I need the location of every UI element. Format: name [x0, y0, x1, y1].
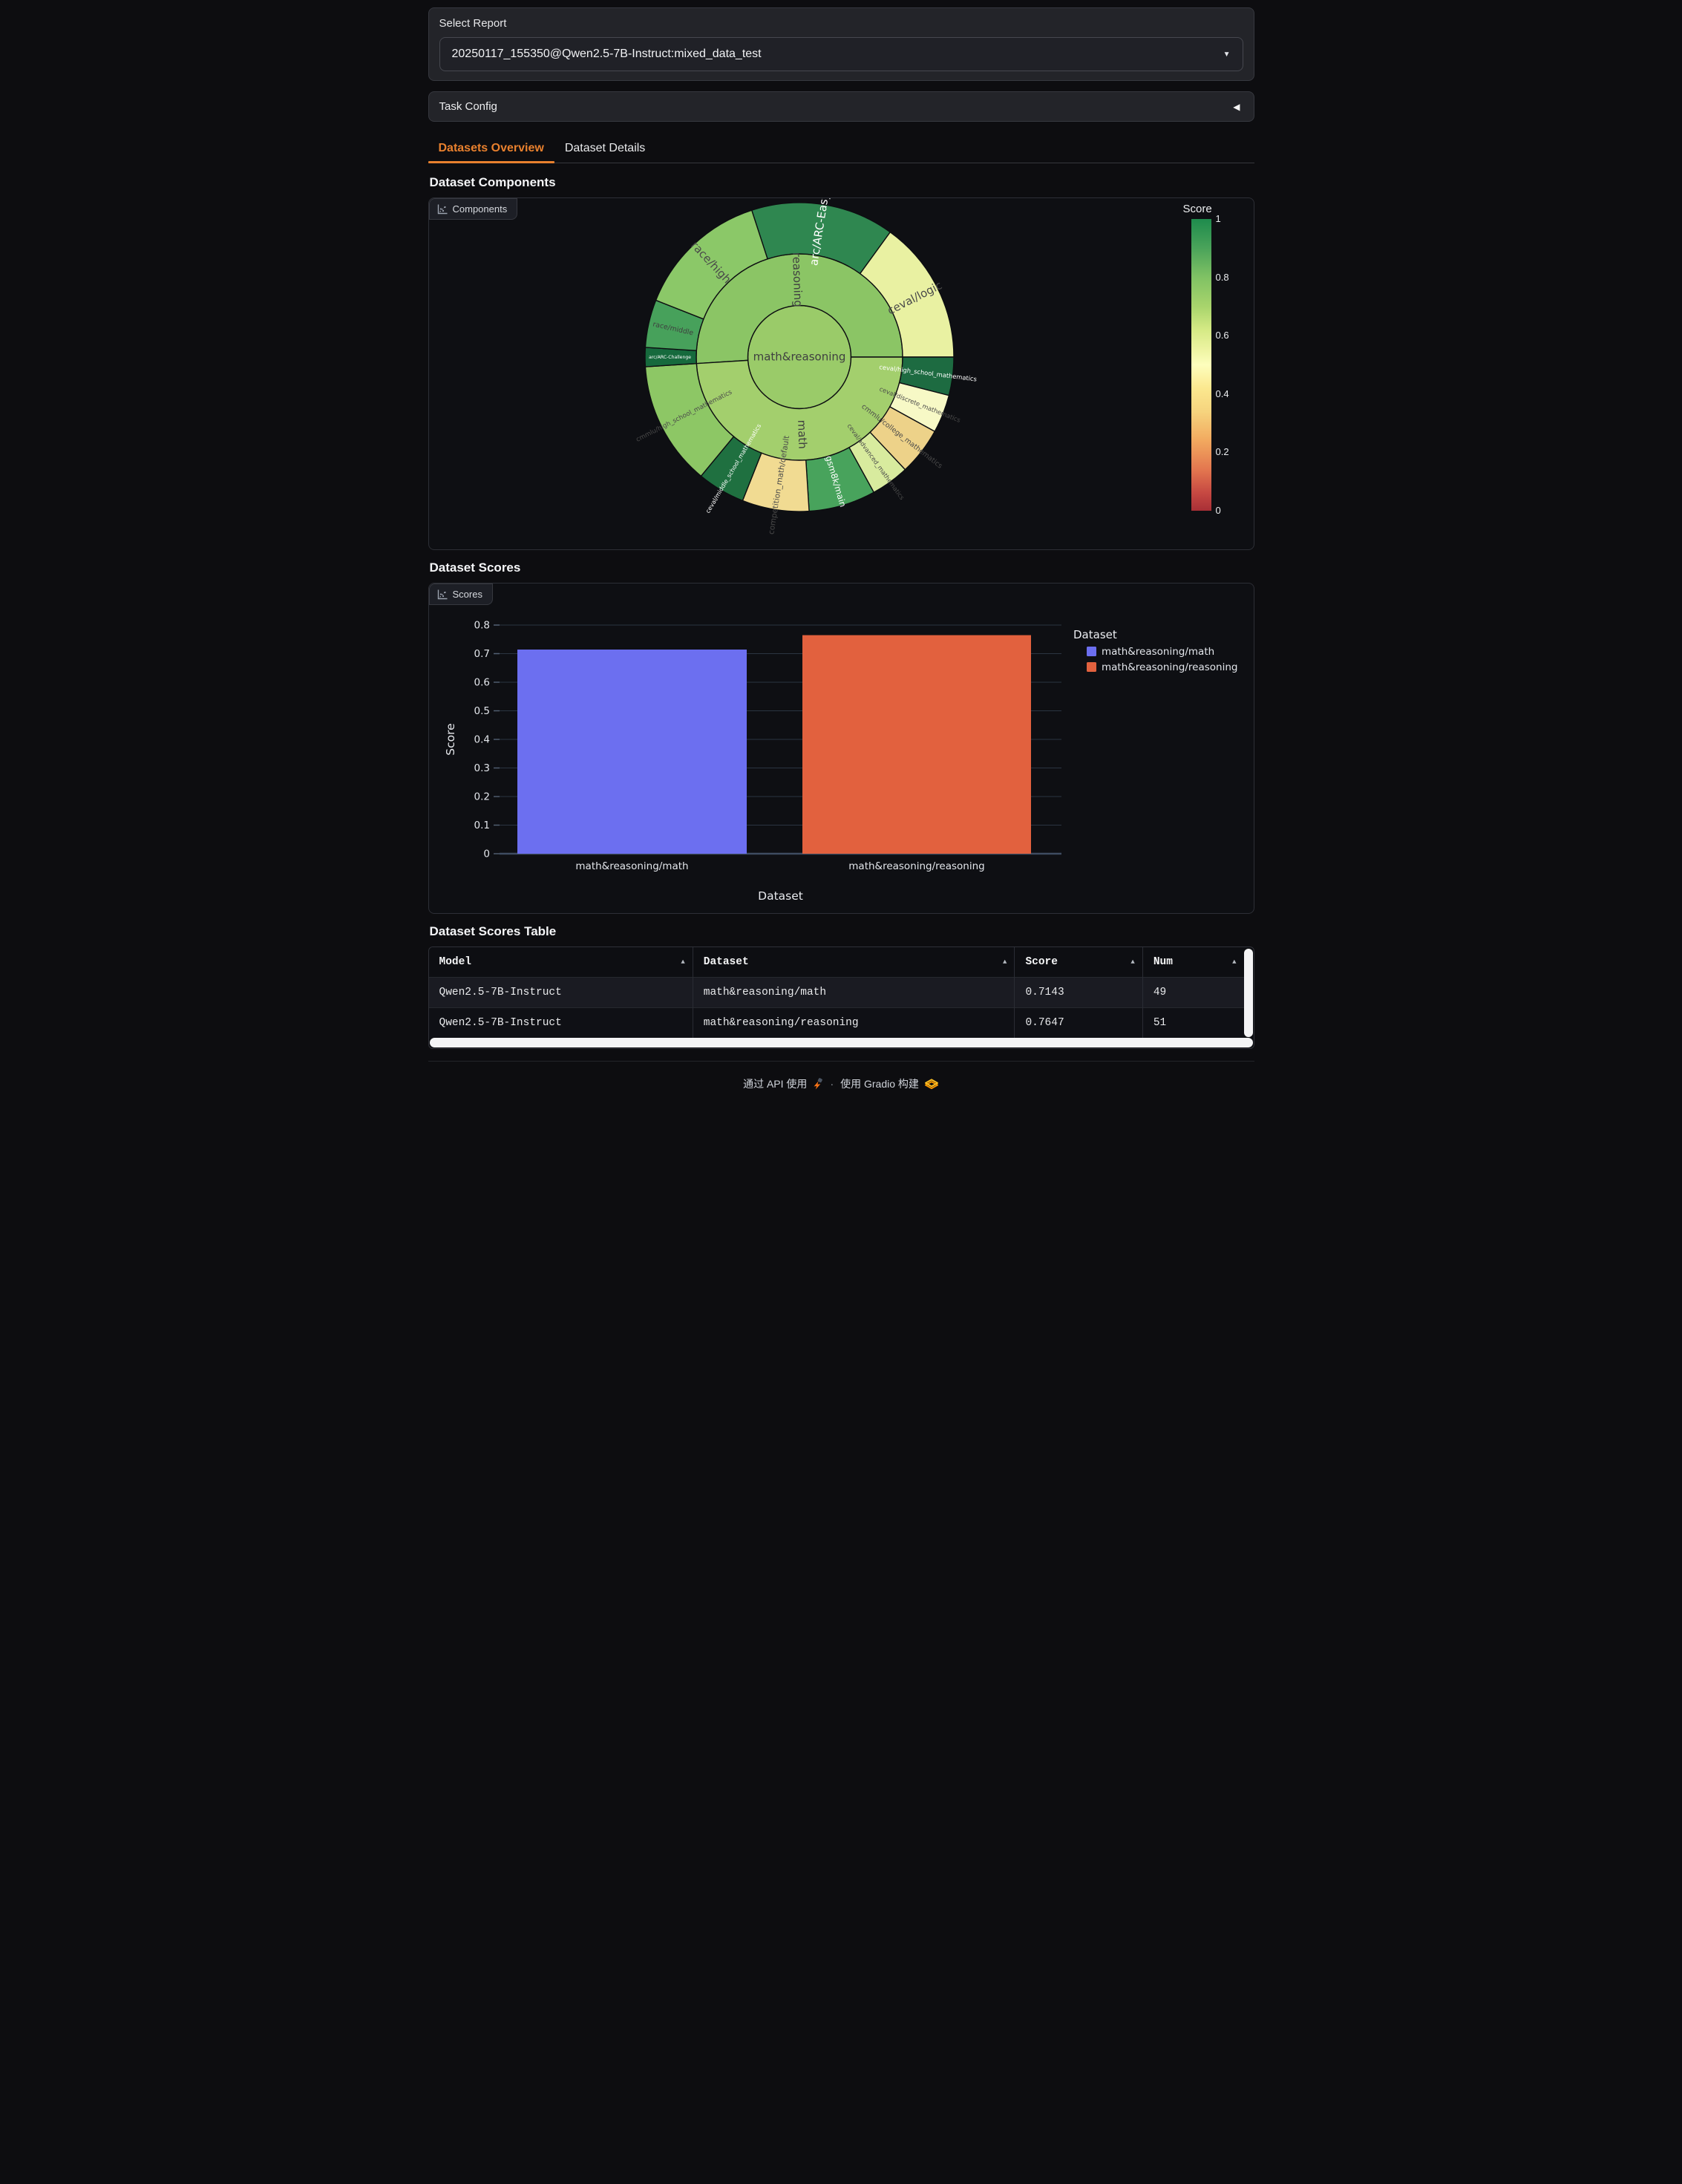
report-dropdown-value: 20250117_155350@Qwen2.5-7B-Instruct:mixe… — [451, 48, 762, 60]
heading-dataset-scores-table: Dataset Scores Table — [429, 924, 557, 938]
page: Select Report 20250117_155350@Qwen2.5-7B… — [421, 0, 1262, 1111]
gradio-logo-icon — [924, 1078, 938, 1089]
legend-label: math&reasoning/reasoning — [1102, 661, 1237, 673]
legend-title: Dataset — [1073, 628, 1117, 641]
sort-up-triangle-icon[interactable]: ▲ — [1003, 958, 1007, 966]
column-label: Dataset — [703, 956, 749, 968]
y-tick-label: 0.6 — [474, 677, 489, 689]
table-cell: 0.7647 — [1014, 1007, 1143, 1038]
chevron-down-icon: ▼ — [1223, 50, 1231, 59]
components-plot-panel: Components math&reasoning reasoning math ar… — [428, 197, 1254, 550]
column-label: Model — [439, 956, 472, 968]
y-tick-label: 0.2 — [474, 791, 489, 803]
y-tick-label: 0.1 — [474, 820, 489, 831]
select-report-label: Select Report — [439, 17, 507, 30]
dot-separator: · — [830, 1078, 834, 1090]
vertical-scrollbar[interactable] — [1243, 949, 1253, 1037]
x-category-label: math&reasoning/math — [575, 860, 688, 872]
chart-icon — [437, 204, 447, 214]
table-row: Qwen2.5-7B-Instruct math&reasoning/reason… — [428, 1007, 1244, 1038]
table-header-row: Model ▲ Dataset ▲ Score ▲ Num ▲ — [428, 947, 1244, 978]
sunburst-plot-area: math&reasoning reasoning math arc/ARC-Easy c… — [429, 198, 1254, 549]
column-label: Score — [1025, 956, 1058, 968]
y-axis-title: Score — [444, 723, 457, 755]
tab-datasets-overview[interactable]: Datasets Overview — [428, 135, 555, 163]
legend-label: math&reasoning/math — [1102, 646, 1214, 658]
x-category-label: math&reasoning/reasoning — [848, 860, 984, 872]
sunburst-segment-label: arc/ARC-Challenge — [648, 355, 690, 360]
x-axis-title: Dataset — [758, 889, 803, 903]
footer: 通过 API 使用 · 使用 Gradio 构建 — [428, 1061, 1254, 1111]
chart-icon — [437, 589, 447, 599]
dataset-scores-table: Model ▲ Dataset ▲ Score ▲ Num ▲ Qwen2.5-7B-Inst… — [428, 946, 1254, 1049]
horizontal-scrollbar[interactable] — [429, 1038, 1253, 1047]
report-dropdown[interactable]: 20250117_155350@Qwen2.5-7B-Instruct:mixe… — [439, 37, 1243, 71]
y-tick-label: 0.8 — [474, 620, 489, 632]
task-config-label: Task Config — [439, 100, 497, 113]
sunburst-chart: math&reasoningreasoningmatharc/ARC-Easyc… — [635, 198, 977, 535]
bar-chart: 0 0.1 0.2 0.3 0.4 0.5 0.6 0.7 0.8 math&reasoning/… — [444, 620, 1237, 903]
sunburst-segment[interactable] — [655, 209, 768, 320]
legend-swatch — [1086, 662, 1096, 672]
bar-plot-area: 0 0.1 0.2 0.3 0.4 0.5 0.6 0.7 0.8 math&reasoning/… — [429, 583, 1254, 913]
table-cell: Qwen2.5-7B-Instruct — [428, 1007, 693, 1038]
sort-up-triangle-icon[interactable]: ▲ — [1232, 958, 1237, 966]
table-cell: 49 — [1142, 977, 1244, 1008]
y-tick-label: 0.4 — [474, 734, 489, 746]
y-tick-label: 0.5 — [474, 705, 489, 717]
scores-plot-label-chip: Scores — [428, 583, 493, 605]
use-via-api-link[interactable]: 通过 API 使用 — [743, 1076, 823, 1091]
sunburst-segment-label: math — [795, 419, 809, 449]
heading-dataset-scores: Dataset Scores — [429, 560, 521, 575]
sunburst-segment-label: reasoning — [790, 252, 805, 307]
tabbar: Datasets Overview Dataset Details — [428, 135, 1254, 163]
table-cell: math&reasoning/reasoning — [693, 1007, 1015, 1038]
y-tick-label: 0.7 — [474, 648, 489, 660]
heading-dataset-components: Dataset Components — [429, 175, 556, 189]
built-with-gradio-link[interactable]: 使用 Gradio 构建 — [840, 1076, 939, 1091]
y-tick-label: 0 — [483, 849, 490, 860]
table-header-num[interactable]: Num ▲ — [1142, 947, 1244, 978]
sort-up-triangle-icon[interactable]: ▲ — [681, 958, 685, 966]
column-label: Num — [1153, 956, 1173, 968]
table-row: Qwen2.5-7B-Instruct math&reasoning/math 0.… — [428, 977, 1244, 1008]
select-report-group: Select Report 20250117_155350@Qwen2.5-7B… — [428, 7, 1254, 81]
tab-dataset-details[interactable]: Dataset Details — [564, 142, 646, 154]
table-cell: Qwen2.5-7B-Instruct — [428, 977, 693, 1008]
bar-math&reasoning/reasoning — [802, 635, 1031, 854]
table-header-dataset[interactable]: Dataset ▲ — [693, 947, 1015, 978]
collapse-left-triangle-icon: ◀ — [1233, 101, 1240, 112]
sort-up-triangle-icon[interactable]: ▲ — [1130, 958, 1135, 966]
lightning-icon — [814, 1078, 823, 1090]
table-cell: 0.7143 — [1014, 977, 1143, 1008]
legend-swatch — [1086, 647, 1096, 656]
table-cell: 51 — [1142, 1007, 1244, 1038]
table-header-score[interactable]: Score ▲ — [1014, 947, 1143, 978]
bar-math&reasoning/math — [517, 649, 747, 854]
table-cell: math&reasoning/math — [693, 977, 1015, 1008]
task-config-accordion[interactable]: Task Config ◀ — [428, 91, 1254, 122]
sunburst-center-label: math&reasoning — [753, 350, 845, 364]
components-plot-label-chip: Components — [428, 198, 518, 220]
scores-plot-panel: Scores 0 0.1 0.2 0.3 0.4 0.5 0.6 0.7 0.8 math&rea… — [428, 583, 1254, 914]
y-tick-label: 0.3 — [474, 762, 489, 774]
table-header-model[interactable]: Model ▲ — [428, 947, 693, 978]
